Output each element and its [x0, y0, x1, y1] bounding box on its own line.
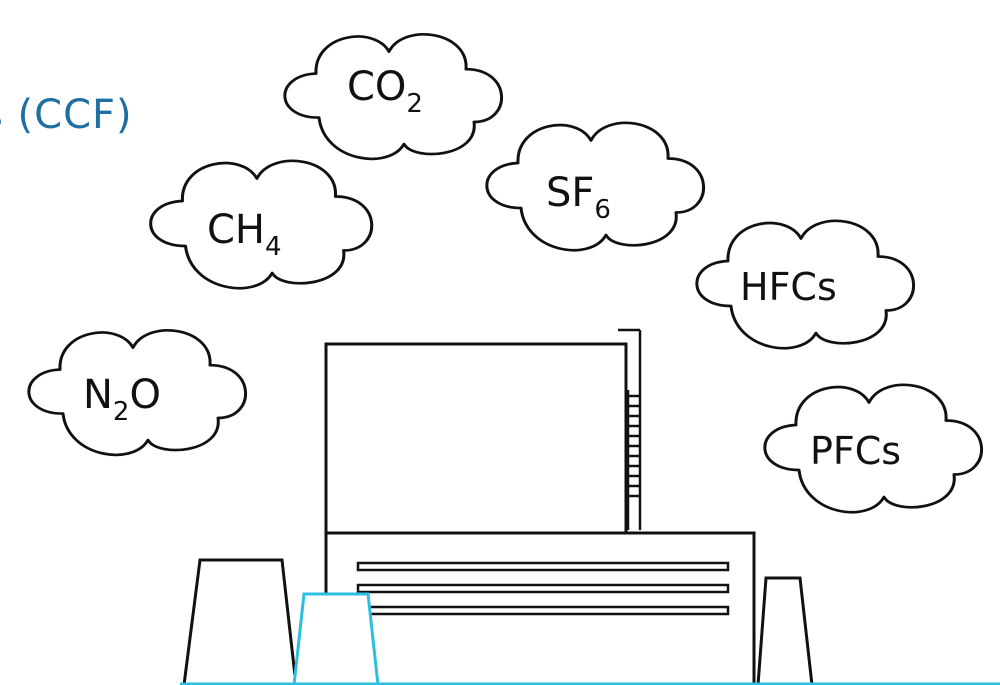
- gas-label-pfcs: PFCs: [810, 429, 901, 473]
- stack-left: [182, 558, 298, 685]
- gas-label-co2: CO2: [347, 64, 423, 119]
- stack-right: [756, 576, 814, 685]
- cloud-sf6: [485, 121, 706, 252]
- stack-accent: [292, 592, 380, 685]
- gas-label-sf6: SF6: [546, 170, 611, 225]
- gas-label-n2o: N2O: [83, 372, 161, 427]
- facility-illustration: [182, 328, 814, 685]
- gas-label-ch4: CH4: [207, 207, 282, 262]
- building-upper-block: [324, 342, 628, 536]
- gas-label-hfcs: HFCs: [740, 265, 837, 309]
- building-lower-block: [324, 531, 756, 685]
- ladder: [618, 328, 642, 530]
- diagram-title-fragment: s (CCF): [0, 92, 133, 138]
